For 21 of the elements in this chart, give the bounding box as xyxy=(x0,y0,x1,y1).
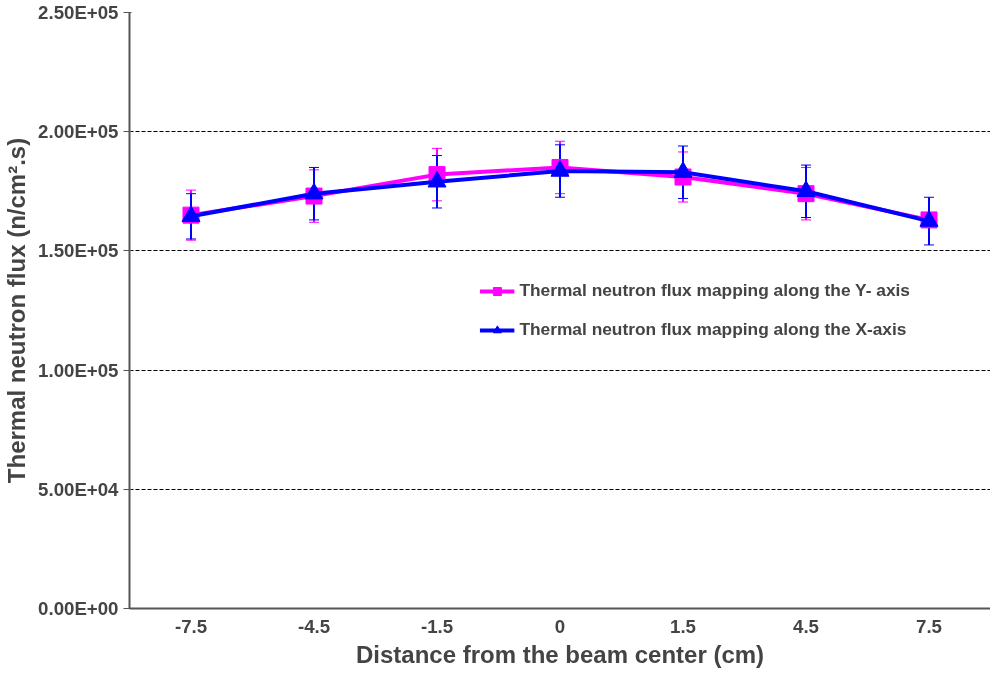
x-tick-label: -7.5 xyxy=(174,615,208,637)
x-tick-label: 4.5 xyxy=(793,615,819,637)
x-tick-label: 0 xyxy=(554,615,566,637)
x-axis-title: Distance from the beam center (cm) xyxy=(355,640,765,668)
x-tick-label: 1.5 xyxy=(670,615,696,637)
point xyxy=(796,180,816,197)
y-tick-label: 2.50E+05 xyxy=(38,2,119,23)
legend-label: Thermal neutron flux mapping along the Y- axis xyxy=(519,280,910,301)
legend-label: Thermal neutron flux mapping along the X-axis xyxy=(519,319,907,340)
y-tick-label: 5.00E+04 xyxy=(38,478,120,500)
y-tick-label: 1.50E+05 xyxy=(38,240,119,262)
x-tick-label: 7.5 xyxy=(916,615,942,637)
y-tick-label: 2.00E+05 xyxy=(38,121,119,143)
y-axis-title: Thermal neutron flux (n/cm².s) xyxy=(3,137,31,484)
point xyxy=(427,170,447,188)
point xyxy=(304,182,324,200)
y-tick-label: 1.00E+05 xyxy=(38,359,119,381)
y-tick-label: 0.00E+00 xyxy=(38,598,119,619)
x-tick-label: -4.5 xyxy=(297,615,331,637)
point xyxy=(673,161,693,178)
x-tick-label: -1.5 xyxy=(420,615,454,637)
